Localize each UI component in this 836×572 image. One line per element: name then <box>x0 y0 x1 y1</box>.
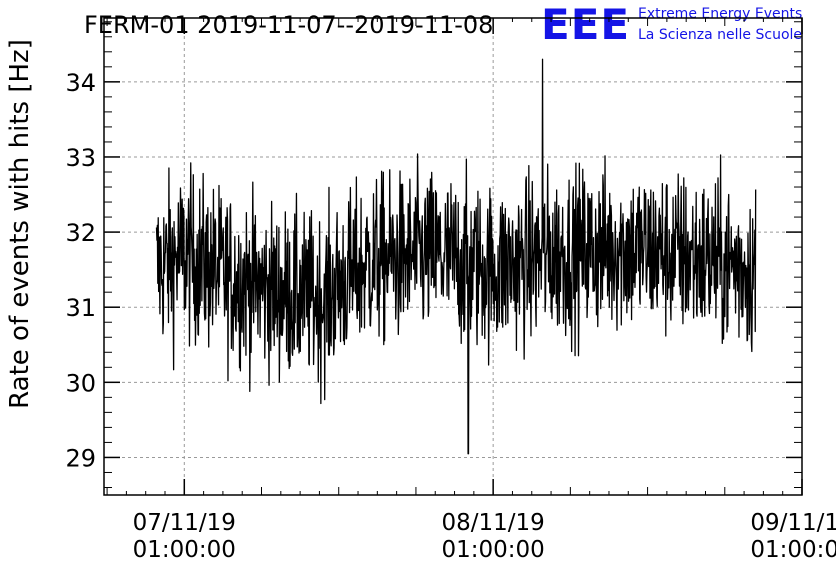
axes: 29303132333407/11/1901:00:0008/11/1901:0… <box>65 17 836 563</box>
x-tick-time-label: 01:00:00 <box>750 537 836 563</box>
y-tick-label: 32 <box>65 219 96 247</box>
data-series <box>155 58 757 455</box>
logo-line-2: La Scienza nelle Scuole <box>638 27 802 43</box>
y-tick-label: 31 <box>65 294 96 322</box>
chart-title: FERM-01 2019-11-07--2019-11-08 <box>84 11 493 39</box>
x-tick-time-label: 01:00:00 <box>441 537 544 563</box>
x-tick-time-label: 01:00:00 <box>133 537 236 563</box>
eee-logo: EEE <box>541 0 630 49</box>
y-tick-label: 33 <box>65 144 96 172</box>
y-tick-label: 30 <box>65 369 96 397</box>
y-tick-label: 29 <box>65 444 96 472</box>
x-tick-date-label: 08/11/19 <box>441 510 544 536</box>
y-axis-label: Rate of events with hits [Hz] <box>5 39 35 409</box>
plot-frame <box>103 17 803 496</box>
series-line <box>155 58 757 455</box>
logo-line-1: Extreme Energy Events <box>638 6 802 22</box>
x-tick-date-label: 07/11/19 <box>133 510 236 536</box>
x-tick-date-label: 09/11/19 <box>750 510 836 536</box>
y-tick-label: 34 <box>65 69 96 97</box>
